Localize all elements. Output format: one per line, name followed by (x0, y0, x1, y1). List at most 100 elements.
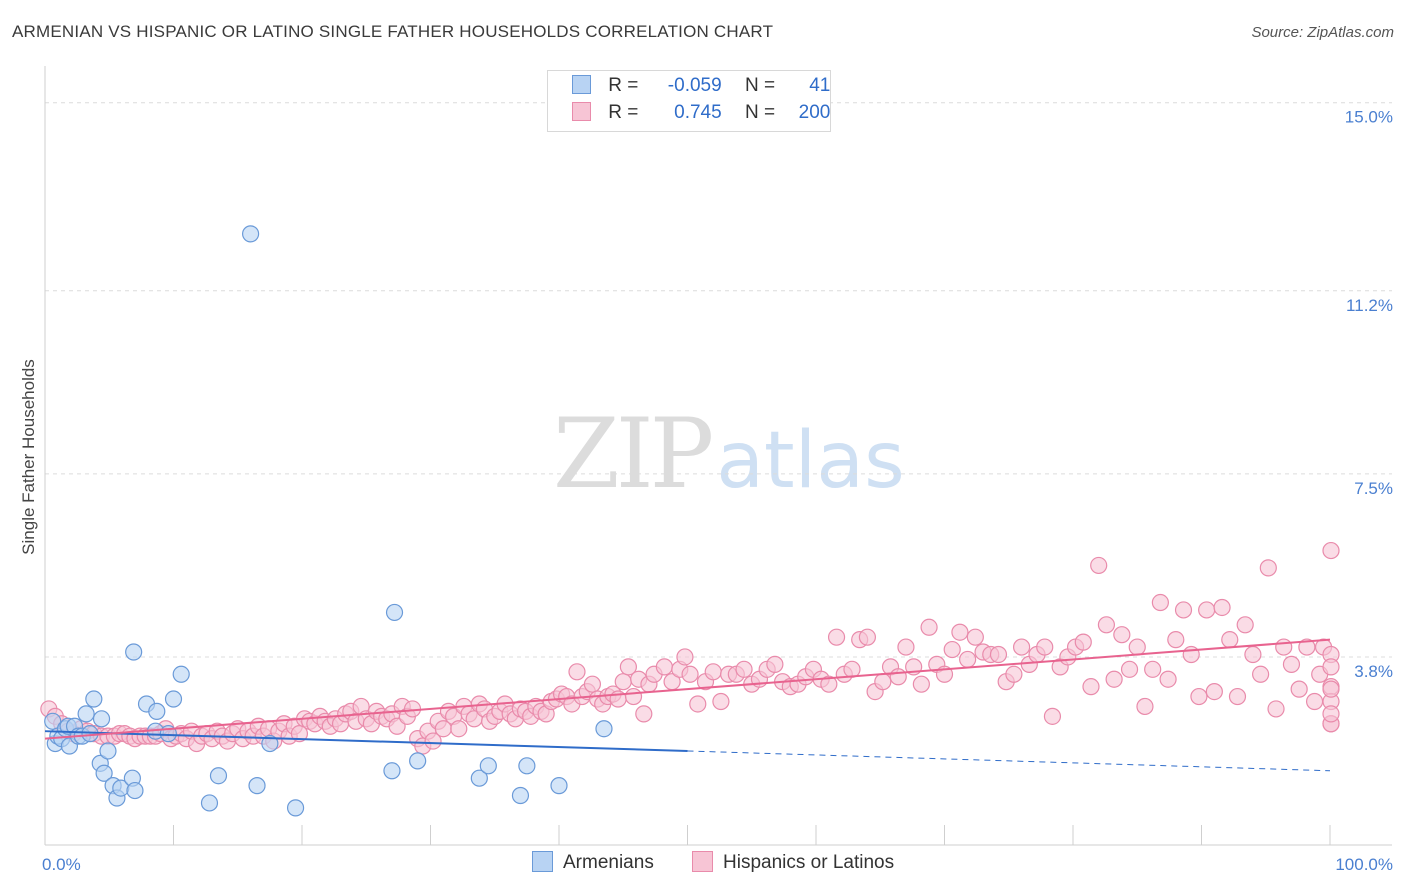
hispanic-point (897, 638, 915, 656)
hispanic-point (450, 720, 468, 738)
armenian-point (200, 794, 219, 812)
hispanic-point (1105, 670, 1123, 688)
hispanic-point (1136, 697, 1154, 716)
hispanic-point (1090, 556, 1108, 575)
hispanic-point (951, 623, 969, 641)
hispanic-point (1236, 616, 1254, 634)
hispanic-point (1043, 707, 1062, 725)
hispanic-point (920, 618, 938, 636)
hispanic-point (843, 660, 861, 678)
armenian-point (409, 752, 427, 770)
hispanic-point (1228, 687, 1247, 706)
hispanic-point (889, 668, 907, 686)
legend-r-value: 0.745 (674, 102, 722, 123)
hispanic-point (1128, 638, 1146, 656)
hispanic-point (1190, 687, 1208, 706)
armenian-point (164, 690, 183, 708)
hispanic-point (1282, 655, 1301, 673)
hispanic-point (874, 673, 892, 691)
hispanic-point (1221, 631, 1239, 649)
armenian-point (470, 769, 488, 787)
hispanic-point (1144, 660, 1162, 678)
armenian-point (99, 742, 117, 760)
hispanic-point (820, 675, 838, 693)
hispanic-point (1120, 660, 1139, 678)
hispanic-point (1174, 601, 1193, 619)
hispanic-point (1290, 680, 1308, 698)
hispanic-point (1244, 645, 1262, 664)
hispanic-point (1005, 665, 1023, 683)
hispanic-point (1167, 631, 1185, 649)
hispanic-point (966, 628, 984, 646)
series-swatch-armenians (532, 851, 553, 872)
hispanic-point (766, 655, 784, 673)
armenian-point (172, 665, 190, 683)
hispanic-point (1322, 705, 1340, 723)
y-tick-label: 11.2% (1346, 296, 1393, 315)
hispanic-point (1298, 638, 1316, 656)
series-name-hispanics: Hispanics or Latinos (723, 852, 895, 873)
hispanic-point (624, 687, 643, 706)
hispanic-trend-line (44, 638, 1331, 740)
y-tick-label: 7.5% (1354, 479, 1393, 498)
hispanic-point (689, 695, 707, 713)
hispanic-point (704, 663, 722, 681)
series-swatch-hispanics (692, 851, 713, 872)
hispanic-point (1082, 678, 1100, 696)
hispanic-point (1205, 682, 1223, 701)
armenian-point (261, 734, 279, 753)
armenian-point (595, 720, 613, 738)
legend-r-label: R = (608, 75, 639, 96)
legend-n-label: N = (744, 75, 776, 96)
hispanic-point (655, 658, 673, 676)
armenian-point (383, 762, 401, 780)
armenian-point (550, 777, 568, 795)
hispanic-point (1259, 559, 1277, 577)
hispanic-point (1036, 638, 1054, 656)
hispanic-point (1151, 593, 1169, 612)
armenian-point (209, 767, 228, 785)
legend-n-label: N = (744, 102, 776, 123)
hispanic-point (1074, 633, 1092, 651)
hispanic-point (712, 692, 730, 711)
armenian-point (85, 690, 103, 708)
hispanic-point (1322, 541, 1340, 560)
hispanic-point (943, 640, 961, 659)
hispanic-point (912, 675, 930, 693)
hispanic-point (1267, 700, 1285, 718)
legend-swatch-armenians (572, 75, 591, 94)
hispanic-point (1322, 658, 1340, 676)
hispanic-point (635, 705, 653, 723)
hispanic-point (1097, 616, 1116, 634)
armenian-point (511, 786, 530, 805)
legend-row-hispanics: R = 0.745 N = 200 (572, 102, 830, 128)
source-label: Source: ZipAtlas.com (1251, 24, 1394, 41)
armenian-point (126, 781, 144, 800)
armenian-point (77, 705, 95, 723)
armenian-trend-line (44, 730, 688, 752)
legend-r-value: -0.059 (667, 75, 722, 96)
hispanic-point (1113, 626, 1131, 644)
armenian-point (148, 702, 166, 720)
hispanic-point (388, 717, 406, 735)
hispanic-point (681, 665, 699, 683)
x-tick-label: 100.0% (1335, 855, 1393, 874)
legend-r-label: R = (608, 102, 639, 123)
armenian-point (248, 777, 266, 795)
hispanic-point (858, 628, 877, 646)
legend-n-value: 41 (809, 75, 831, 96)
legend-n-value: 200 (798, 102, 831, 123)
hispanic-point (424, 732, 442, 750)
hispanic-point (1182, 645, 1200, 664)
y-axis-label: Single Father Households (19, 359, 38, 555)
stats-legend: R = -0.059 N = 41 R = 0.745 N = 200 (547, 70, 831, 132)
armenian-point (125, 643, 143, 661)
hispanic-point (1322, 680, 1340, 698)
armenian-point (479, 757, 497, 775)
y-tick-label: 15.0% (1345, 108, 1393, 127)
hispanic-point (676, 648, 694, 666)
hispanic-point (735, 660, 753, 678)
hispanic-point (827, 628, 846, 646)
armenian-point (242, 225, 260, 243)
series-legend-hispanics: Hispanics or Latinos (692, 851, 894, 874)
